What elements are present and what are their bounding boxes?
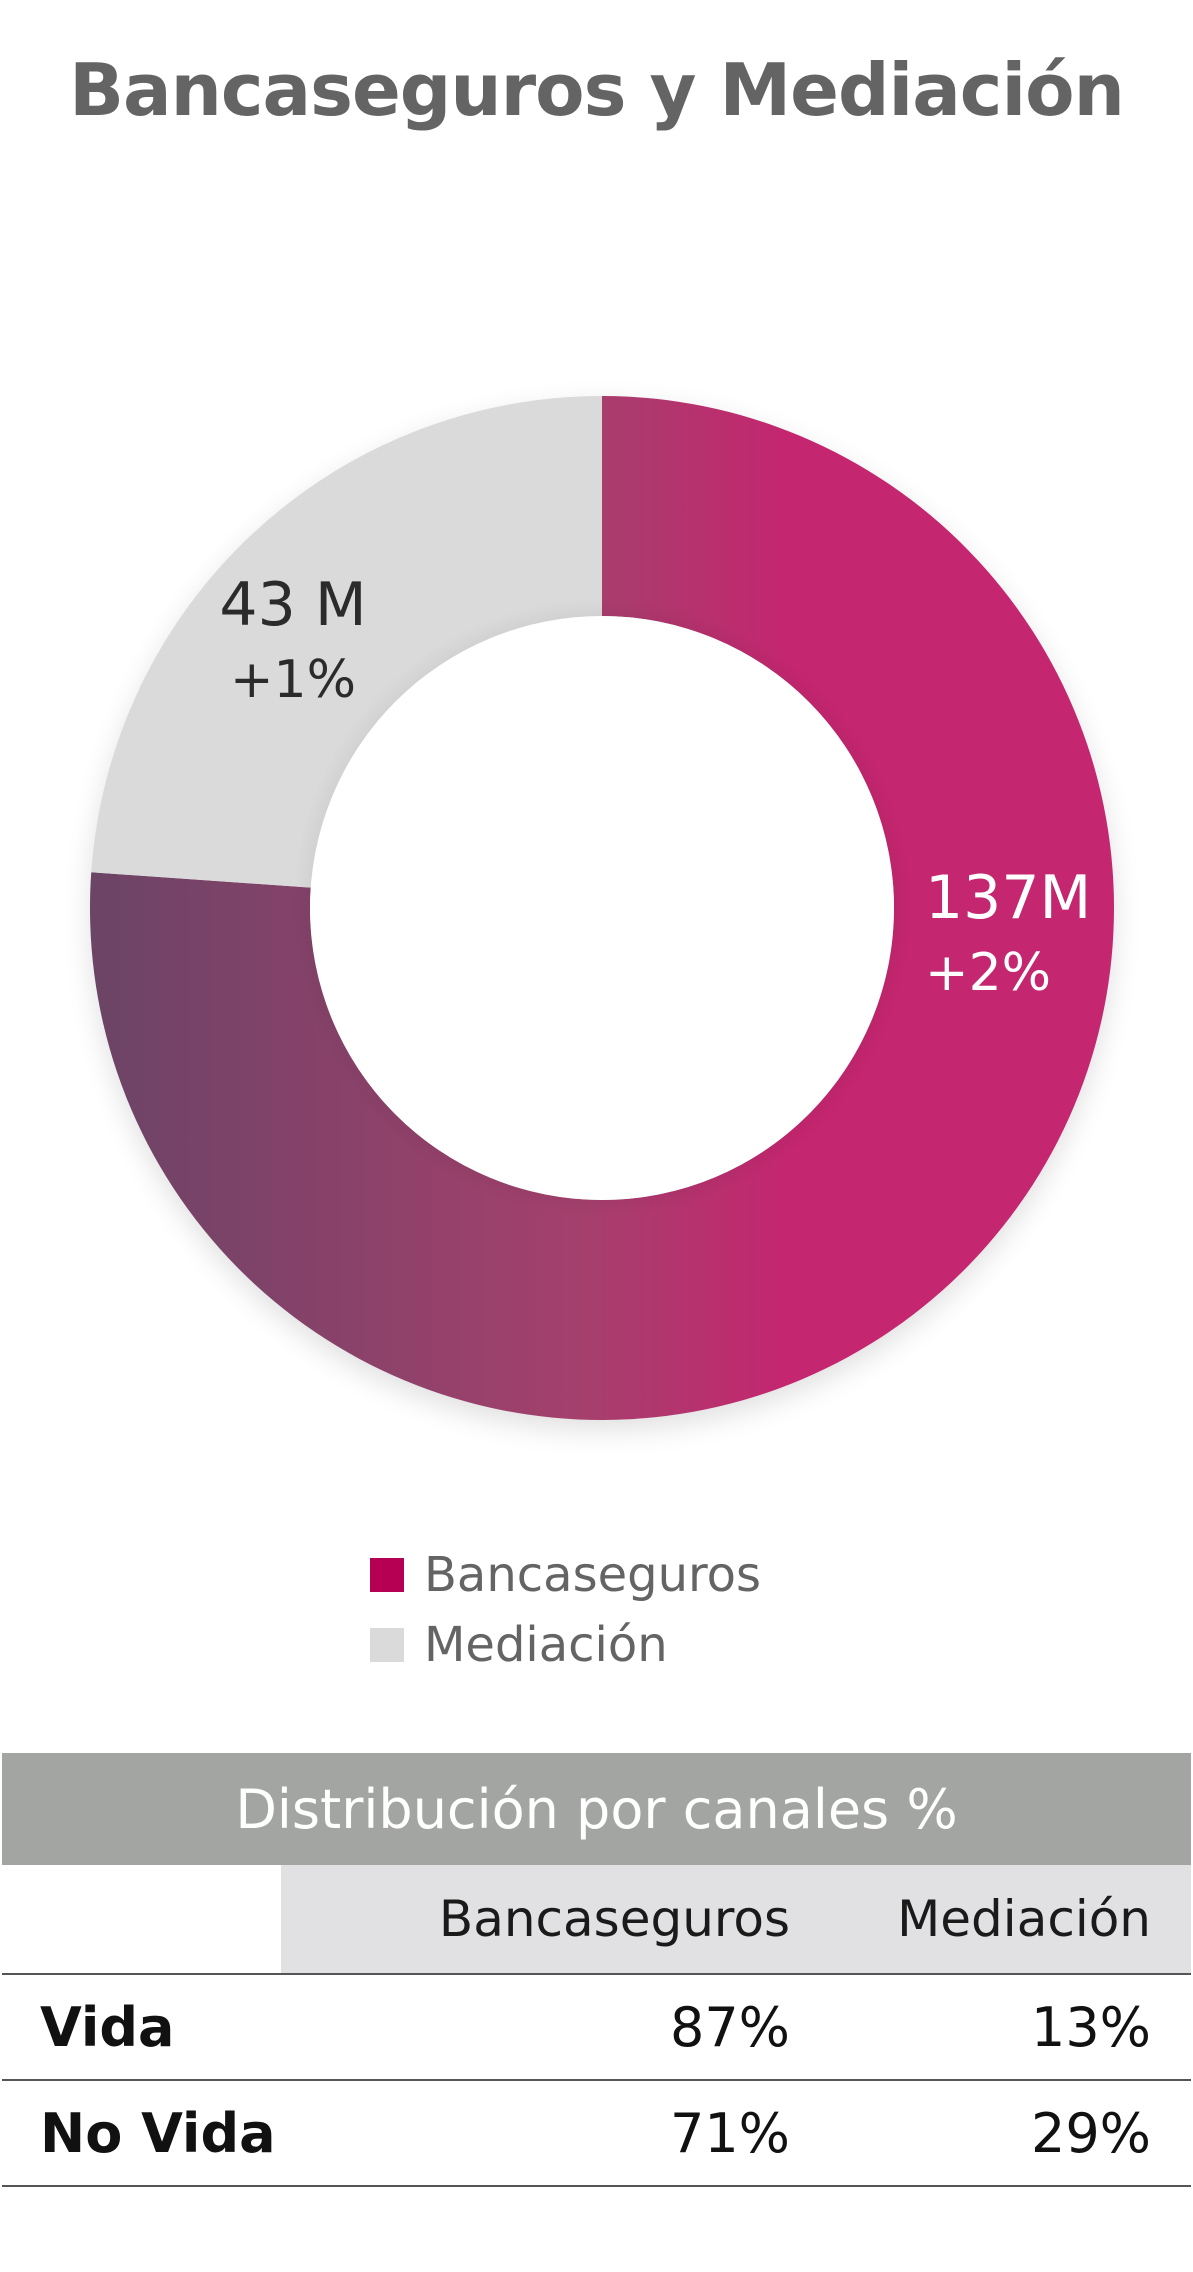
table-cell: 87% xyxy=(281,1974,830,2081)
slice-value-label: 137M xyxy=(925,863,1091,933)
legend-swatch-mediacion xyxy=(370,1628,404,1662)
row-label: Vida xyxy=(2,1974,281,2081)
table-header-row: Bancaseguros Mediación xyxy=(2,1865,1191,1975)
table-row: Vida 87% 13% xyxy=(2,1974,1191,2081)
donut-chart: 137M +2% 43 M +1% xyxy=(89,396,1115,1430)
header-empty xyxy=(2,1865,281,1975)
row-label: No Vida xyxy=(2,2080,281,2187)
legend-label: Mediación xyxy=(424,1617,668,1673)
legend-swatch-bancaseguros xyxy=(370,1558,404,1592)
table-row: No Vida 71% 29% xyxy=(2,2080,1191,2187)
column-header: Bancaseguros xyxy=(281,1865,830,1975)
legend-item-bancaseguros: Bancaseguros xyxy=(370,1540,761,1610)
donut-slice-mediacion xyxy=(91,396,603,888)
table-caption: Distribución por canales % xyxy=(2,1753,1191,1865)
donut-hole xyxy=(310,616,894,1200)
column-header: Mediación xyxy=(830,1865,1191,1975)
table-cell: 29% xyxy=(830,2080,1191,2187)
donut-slice-bancaseguros xyxy=(89,396,1115,1420)
chart-legend: Bancaseguros Mediación xyxy=(370,1540,761,1680)
legend-label: Bancaseguros xyxy=(424,1547,762,1603)
table-cell: 13% xyxy=(830,1974,1191,2081)
distribution-table: Distribución por canales % Bancaseguros … xyxy=(2,1753,1191,2187)
table-cell: 71% xyxy=(281,2080,830,2187)
slice-change-label: +1% xyxy=(230,650,356,710)
legend-item-mediacion: Mediación xyxy=(370,1610,761,1680)
slice-value-label: 43 M xyxy=(219,570,366,640)
page-title: Bancaseguros y Mediación xyxy=(69,48,1125,132)
slice-change-label: +2% xyxy=(925,943,1051,1003)
